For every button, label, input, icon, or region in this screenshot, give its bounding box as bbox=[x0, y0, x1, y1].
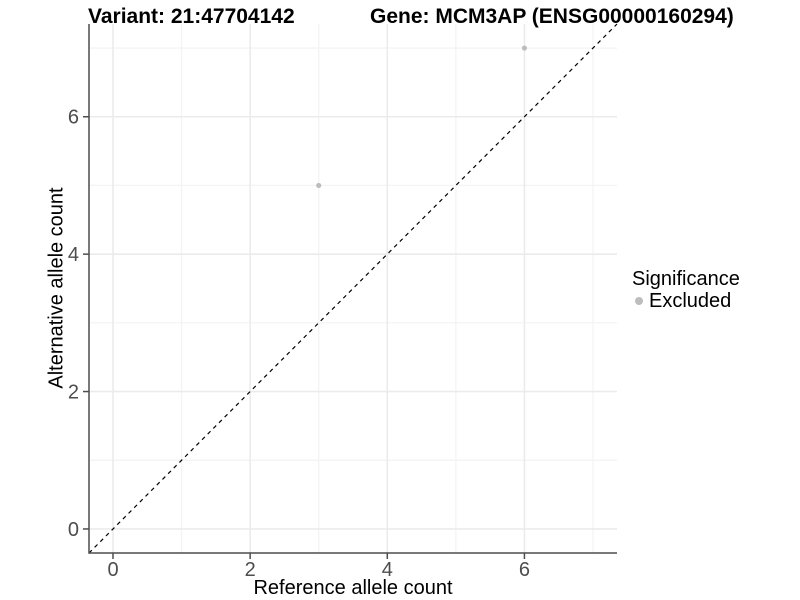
legend-item-excluded: Excluded bbox=[630, 290, 740, 312]
data-point bbox=[521, 45, 528, 51]
y-tick-label: 4 bbox=[68, 244, 79, 266]
plot-title-gene: Gene: MCM3AP (ENSG00000160294) bbox=[370, 5, 734, 28]
legend-title: Significance bbox=[632, 268, 740, 290]
y-tick-label: 2 bbox=[68, 382, 79, 404]
legend: Significance Excluded bbox=[630, 268, 740, 312]
plot-title-variant: Variant: 21:47704142 bbox=[88, 5, 295, 28]
x-axis-title: Reference allele count bbox=[253, 577, 453, 599]
x-tick-label: 2 bbox=[245, 559, 256, 581]
x-tick-label: 6 bbox=[519, 559, 530, 581]
x-tick-label: 0 bbox=[107, 559, 118, 581]
y-tick-label: 6 bbox=[68, 107, 79, 129]
y-tick-label: 0 bbox=[68, 519, 79, 541]
y-axis-title: Alternative allele count bbox=[45, 187, 68, 389]
x-tick-label: 4 bbox=[382, 559, 393, 581]
identity-dashed-line bbox=[88, 23, 618, 554]
data-point bbox=[316, 182, 322, 189]
legend-item-label: Excluded bbox=[649, 290, 732, 312]
legend-point-icon bbox=[635, 297, 643, 305]
